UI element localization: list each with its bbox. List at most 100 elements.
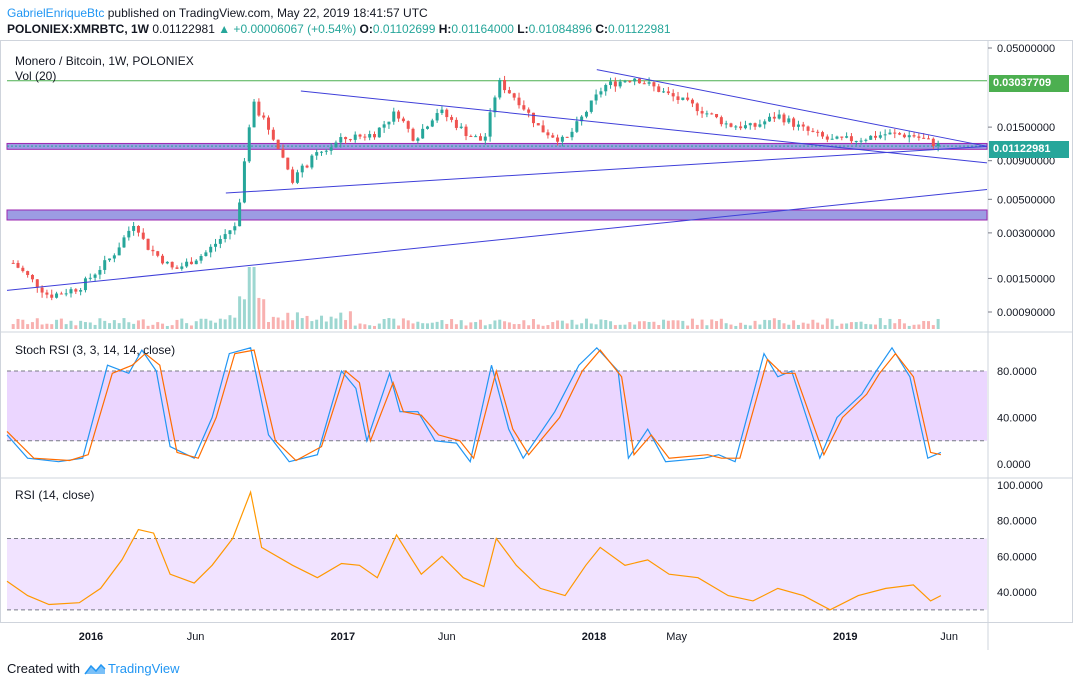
price-candle <box>816 129 820 137</box>
price-tick-label: 0.00150000 <box>997 273 1055 285</box>
price-candle <box>233 222 237 235</box>
volume-bar <box>93 324 97 329</box>
publish-header: GabrielEnriqueBtc published on TradingVi… <box>7 6 428 20</box>
volume-bar <box>796 324 800 329</box>
price-candle <box>382 120 386 133</box>
candle-body <box>854 140 858 142</box>
price-candle <box>888 129 892 135</box>
candle-body <box>218 238 222 244</box>
trendline-3 <box>300 90 988 164</box>
candle-body <box>291 169 295 183</box>
stoch-k-line <box>6 346 942 464</box>
volume-bar <box>594 324 598 329</box>
price-candle <box>122 235 126 248</box>
volume-bar <box>175 319 179 329</box>
candle-body <box>344 137 348 140</box>
volume-bar <box>382 319 386 329</box>
rsi-pane-title: RSI (14, close) <box>15 488 95 502</box>
volume-bar <box>295 312 299 329</box>
volume-bar <box>613 325 617 329</box>
volume-bar <box>387 318 391 329</box>
candle-body <box>474 136 478 138</box>
price-candle <box>440 106 444 115</box>
volume-bar <box>618 324 622 329</box>
volume-bar <box>469 322 473 329</box>
price-candle <box>902 132 906 139</box>
price-candle <box>146 238 150 251</box>
volume-bar <box>223 319 227 329</box>
volume-bar <box>132 323 136 329</box>
time-tick-label: 2018 <box>582 631 606 643</box>
low-value: 0.01084896 <box>528 22 593 36</box>
tradingview-logo-icon <box>84 663 106 674</box>
candle-body <box>108 258 112 261</box>
candle-body <box>79 290 83 292</box>
candle-body <box>840 136 844 138</box>
candle-body <box>792 118 796 127</box>
candle-body <box>772 116 776 119</box>
candle-body <box>373 134 376 138</box>
candle-body <box>565 136 569 138</box>
price-candle <box>864 138 868 143</box>
time-tick-label: 2016 <box>79 631 103 643</box>
price-candle <box>498 77 502 100</box>
volume-bar <box>377 323 381 329</box>
candle-body <box>242 161 246 203</box>
price-candle <box>796 120 800 131</box>
price-candle <box>79 287 83 296</box>
volume-bar <box>715 321 719 329</box>
price-candle <box>430 118 434 128</box>
price-candle <box>729 122 733 128</box>
price-candle <box>295 169 299 185</box>
candle-body <box>45 292 49 295</box>
candle-body <box>922 137 926 139</box>
price-candle <box>401 116 405 123</box>
candle-body <box>117 247 121 256</box>
time-tick-label: 2017 <box>331 631 355 643</box>
price-candle <box>127 226 131 241</box>
volume-bar <box>816 322 820 329</box>
volume-bar <box>536 324 540 329</box>
price-candle <box>546 129 550 139</box>
volume-bar <box>522 320 526 329</box>
close-label: C: <box>595 22 609 36</box>
volume-bar <box>599 319 603 329</box>
candle-body <box>512 93 516 98</box>
candle-body <box>161 255 165 264</box>
volume-bar <box>141 319 145 329</box>
price-candle <box>652 81 656 92</box>
price-candle <box>276 139 280 150</box>
candle-body <box>898 133 902 135</box>
volume-bar <box>898 319 902 329</box>
volume-bar <box>748 325 752 329</box>
candle-body <box>204 252 208 256</box>
volume-bar <box>64 324 68 329</box>
candle-body <box>21 267 25 272</box>
open-label: O: <box>359 22 373 36</box>
price-candle <box>633 78 637 86</box>
symbol-label: POLONIEX:XMRBTC, 1W <box>7 22 150 36</box>
volume-bar <box>821 324 825 329</box>
tradingview-brand[interactable]: TradingView <box>84 661 180 676</box>
price-candle <box>676 91 680 104</box>
price-candle <box>517 92 521 109</box>
price-candle <box>45 289 49 299</box>
volume-bar <box>527 325 531 329</box>
volume-bar <box>869 324 873 329</box>
price-candle <box>218 235 222 249</box>
author-link[interactable]: GabrielEnriqueBtc <box>7 6 105 20</box>
price-candle <box>806 125 810 136</box>
volume-bar <box>705 325 709 329</box>
price-candle <box>117 242 121 256</box>
volume-bar <box>806 323 810 329</box>
volume-bar <box>103 320 107 329</box>
volume-bar <box>628 322 632 329</box>
candle-body <box>348 139 352 141</box>
volume-bar <box>589 323 593 329</box>
price-candle <box>165 261 169 265</box>
volume-bar <box>358 323 362 329</box>
candle-body <box>652 82 656 87</box>
price-candle <box>647 77 651 86</box>
price-candle <box>801 121 805 131</box>
